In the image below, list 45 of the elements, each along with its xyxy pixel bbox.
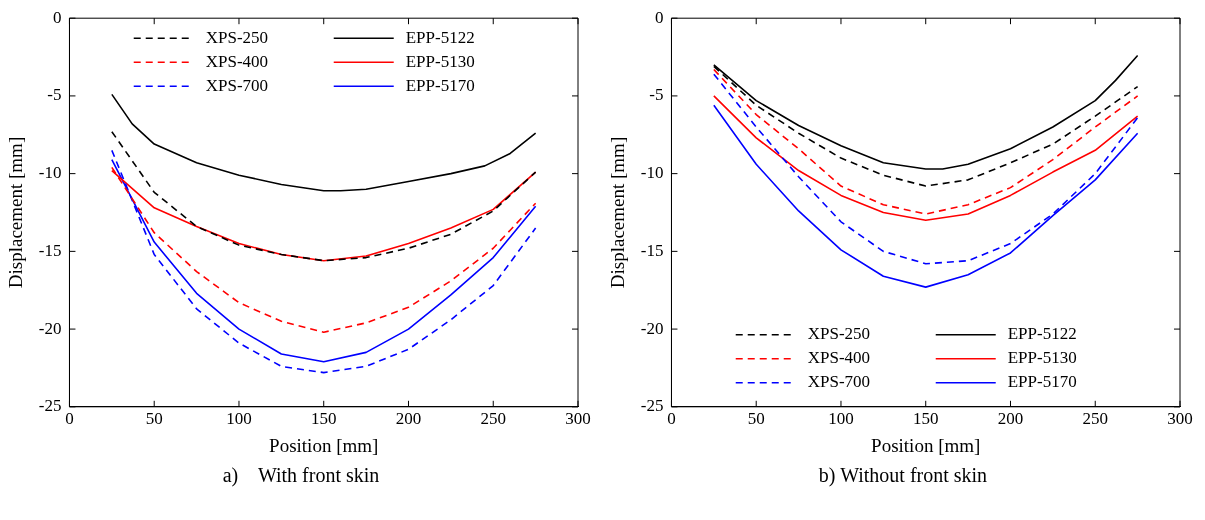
line-series [111, 130, 537, 262]
x-tick-label: 50 [747, 409, 765, 429]
legend-label: EPP-5122 [1007, 324, 1077, 344]
line-series [713, 68, 1139, 215]
y-tick-label: -5 [47, 85, 62, 105]
legend-label: EPP-5122 [405, 27, 475, 47]
x-tick-label: 50 [145, 409, 163, 429]
text: a) With front skin [221, 464, 381, 487]
y-tick-label: 0 [654, 7, 664, 27]
y-tick-label: -25 [38, 396, 62, 416]
x-tick-label: 100 [226, 409, 252, 429]
y-axis-title: Displacement [mm] [607, 136, 629, 289]
legend-label: XPS-250 [205, 27, 269, 47]
x-axis-title: Position [mm] [269, 434, 379, 456]
y-tick-label: -5 [649, 85, 664, 105]
legend-label: XPS-700 [205, 75, 269, 95]
y-tick-label: -15 [640, 240, 664, 260]
legend-label: EPP-5130 [405, 51, 475, 71]
x-tick-label: 100 [828, 409, 854, 429]
y-tick-label: -10 [640, 163, 664, 183]
y-tick-label: 0 [52, 7, 62, 27]
y-tick-label: -25 [640, 396, 664, 416]
y-tick-label: -10 [38, 163, 62, 183]
legend-label: XPS-400 [807, 348, 871, 368]
x-tick-label: 150 [912, 409, 939, 429]
y-tick-label: -15 [38, 240, 62, 260]
y-tick-label: -20 [38, 318, 62, 338]
text: b) Without front skin [817, 464, 989, 487]
legend-label: EPP-5170 [1007, 372, 1077, 392]
x-tick-label: 200 [997, 409, 1024, 429]
x-tick-label: 200 [395, 409, 422, 429]
y-axis-title: Displacement [mm] [5, 136, 27, 289]
x-tick-label: 150 [310, 409, 337, 429]
y-tick-label: -20 [640, 318, 664, 338]
legend-label: XPS-400 [205, 51, 269, 71]
x-tick-label: 250 [1082, 409, 1108, 429]
x-axis-title: Position [mm] [871, 434, 981, 456]
x-tick-label: 300 [565, 409, 591, 429]
line-series [111, 166, 537, 333]
x-tick-label: 300 [1167, 409, 1193, 429]
legend-label: EPP-5130 [1007, 348, 1077, 368]
legend-label: EPP-5170 [405, 75, 475, 95]
legend-label: XPS-250 [807, 324, 871, 344]
legend-label: XPS-700 [807, 372, 871, 392]
x-tick-label: 250 [480, 409, 506, 429]
